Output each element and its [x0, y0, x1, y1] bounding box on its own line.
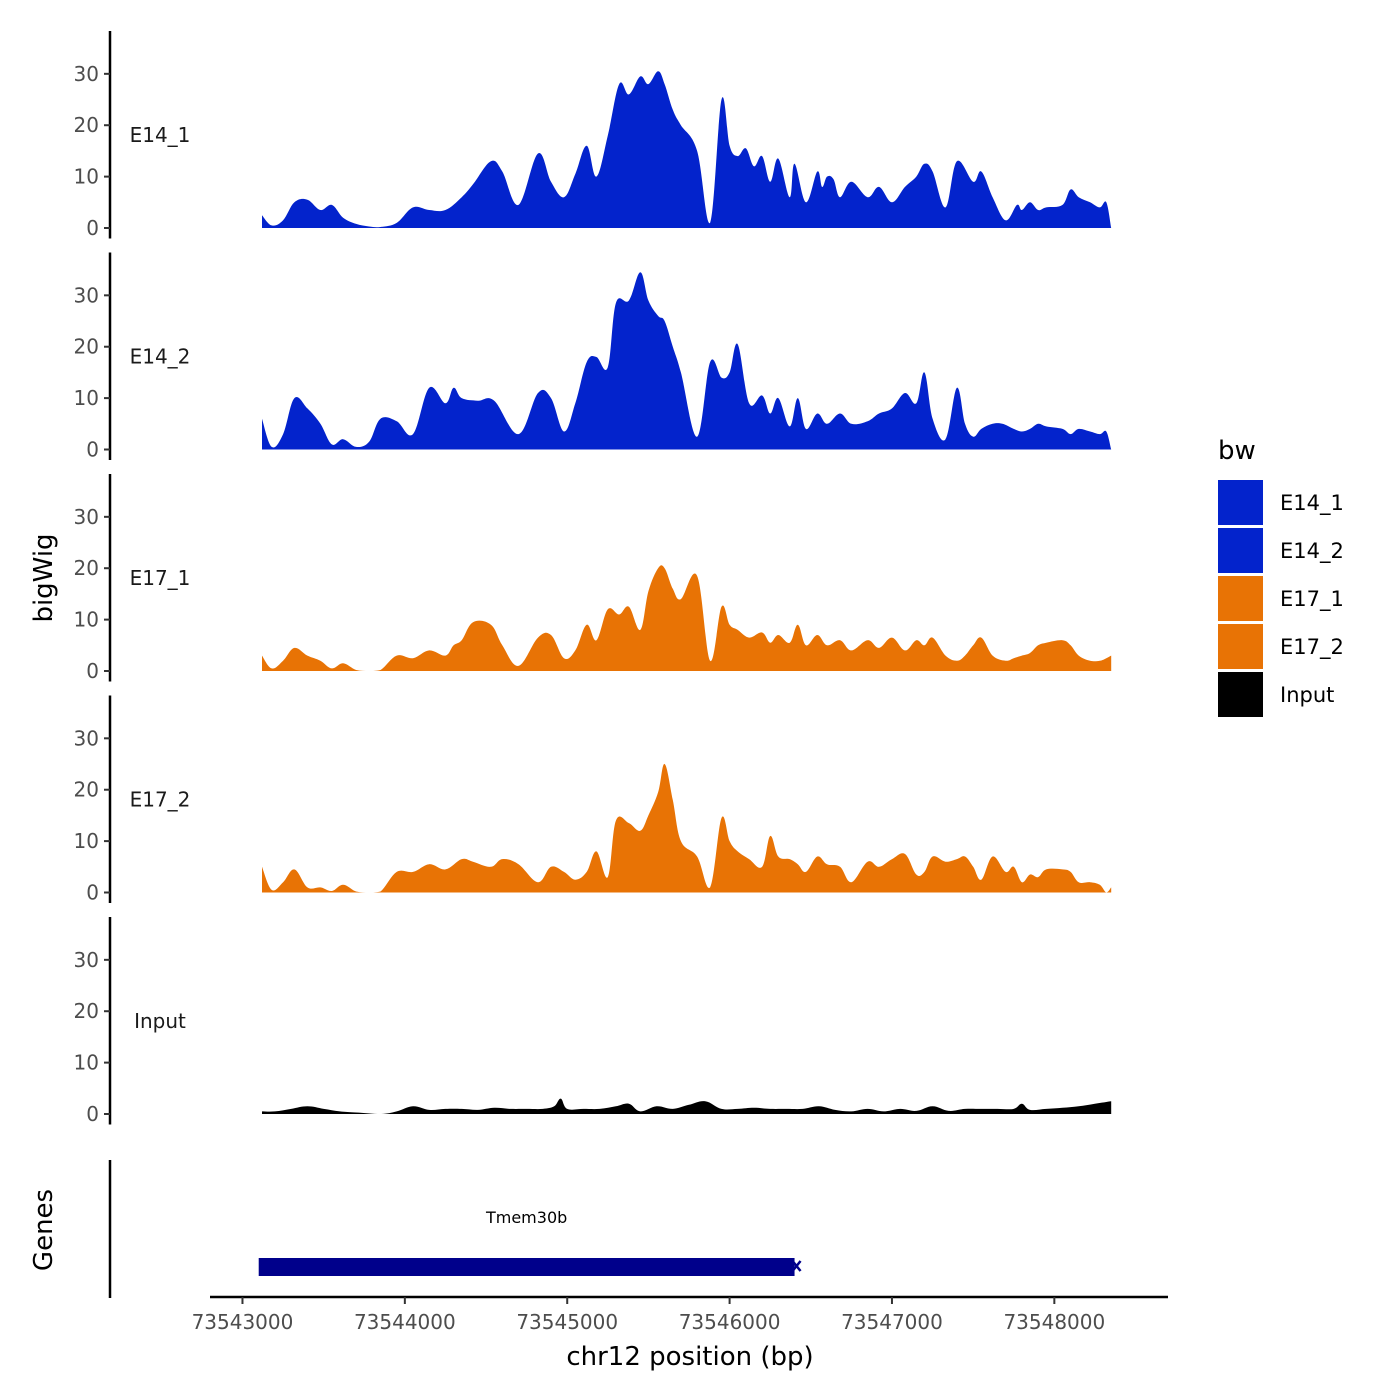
y-tick-label: 10 [74, 386, 99, 410]
legend-label: E14_1 [1280, 491, 1344, 516]
track-label: E14_1 [130, 123, 191, 147]
signal-area-E17_2 [262, 763, 1112, 893]
y-tick-label: 30 [74, 283, 99, 307]
signal-tracks: 0 10 20 30 E14_1 0 10 20 30 E14_2 0 10 20 30 E17_1 0 10 2… [74, 31, 1112, 1126]
gene-body [258, 1258, 795, 1276]
y-tick-label: 10 [74, 1051, 99, 1075]
legend: bw E14_1 E14_2 E17_1 E17_2 Input [1218, 436, 1344, 717]
track-E14_1: 0 10 20 30 E14_1 [74, 31, 1112, 240]
legend-key-Input [1218, 672, 1263, 717]
y-tick-label: 0 [86, 1102, 99, 1126]
legend-key-E17_1 [1218, 576, 1263, 621]
y-tick-label: 20 [74, 335, 99, 359]
y-tick-label: 10 [74, 165, 99, 189]
y-tick-label: 0 [86, 659, 99, 683]
genes-axis-title: Genes [29, 1189, 59, 1271]
y-tick-label: 30 [74, 948, 99, 972]
track-label: E14_2 [130, 345, 191, 369]
legend-key-E17_2 [1218, 624, 1263, 669]
y-tick-label: 10 [74, 829, 99, 853]
strand-end-marker [791, 1260, 802, 1272]
signal-area-Input [262, 1098, 1112, 1114]
y-tick-label: 20 [74, 778, 99, 802]
y-tick-label: 10 [74, 608, 99, 632]
track-label: Input [134, 1009, 186, 1033]
y-tick-label: 30 [74, 62, 99, 86]
y-tick-label: 20 [74, 999, 99, 1023]
x-tick-label: 73547000 [841, 1310, 943, 1334]
x-tick-label: 73543000 [192, 1310, 294, 1334]
y-tick-label: 0 [86, 881, 99, 905]
legend-key-E14_1 [1218, 480, 1263, 525]
signal-area-E14_1 [262, 71, 1112, 228]
gene-label: Tmem30b [485, 1208, 567, 1227]
y-tick-label: 20 [74, 113, 99, 137]
signal-area-E17_1 [262, 565, 1112, 671]
y-axis-title: bigWig [29, 533, 59, 622]
x-axis: 73543000 73544000 73545000 73546000 73547000… [192, 1295, 1168, 1334]
legend-label: E17_1 [1280, 587, 1344, 612]
x-tick-label: 73546000 [679, 1310, 781, 1334]
y-tick-label: 20 [74, 556, 99, 580]
legend-label: E14_2 [1280, 539, 1344, 564]
track-label: E17_1 [130, 566, 191, 590]
track-E14_2: 0 10 20 30 E14_2 [74, 252, 1112, 462]
strand-arrow-left [259, 1260, 268, 1274]
x-axis-title: chr12 position (bp) [566, 1342, 813, 1372]
legend-title: bw [1218, 436, 1256, 466]
y-tick-label: 30 [74, 726, 99, 750]
legend-label: E17_2 [1280, 635, 1344, 660]
x-tick-label: 73548000 [1003, 1310, 1105, 1334]
track-label: E17_2 [130, 788, 191, 812]
signal-area-E14_2 [262, 272, 1112, 450]
track-E17_2: 0 10 20 30 E17_2 [74, 695, 1112, 905]
gene-Tmem30b: Tmem30b [258, 1208, 802, 1276]
y-tick-label: 30 [74, 505, 99, 529]
gene-panel: Tmem30b [108, 1160, 802, 1298]
y-tick-label: 0 [86, 216, 99, 240]
x-tick-label: 73545000 [516, 1310, 618, 1334]
y-tick-label: 0 [86, 438, 99, 462]
legend-key-E14_2 [1218, 528, 1263, 573]
track-Input: 0 10 20 30 Input [74, 917, 1112, 1126]
track-E17_1: 0 10 20 30 E17_1 [74, 474, 1112, 683]
x-tick-label: 73544000 [354, 1310, 456, 1334]
legend-label: Input [1280, 683, 1334, 707]
